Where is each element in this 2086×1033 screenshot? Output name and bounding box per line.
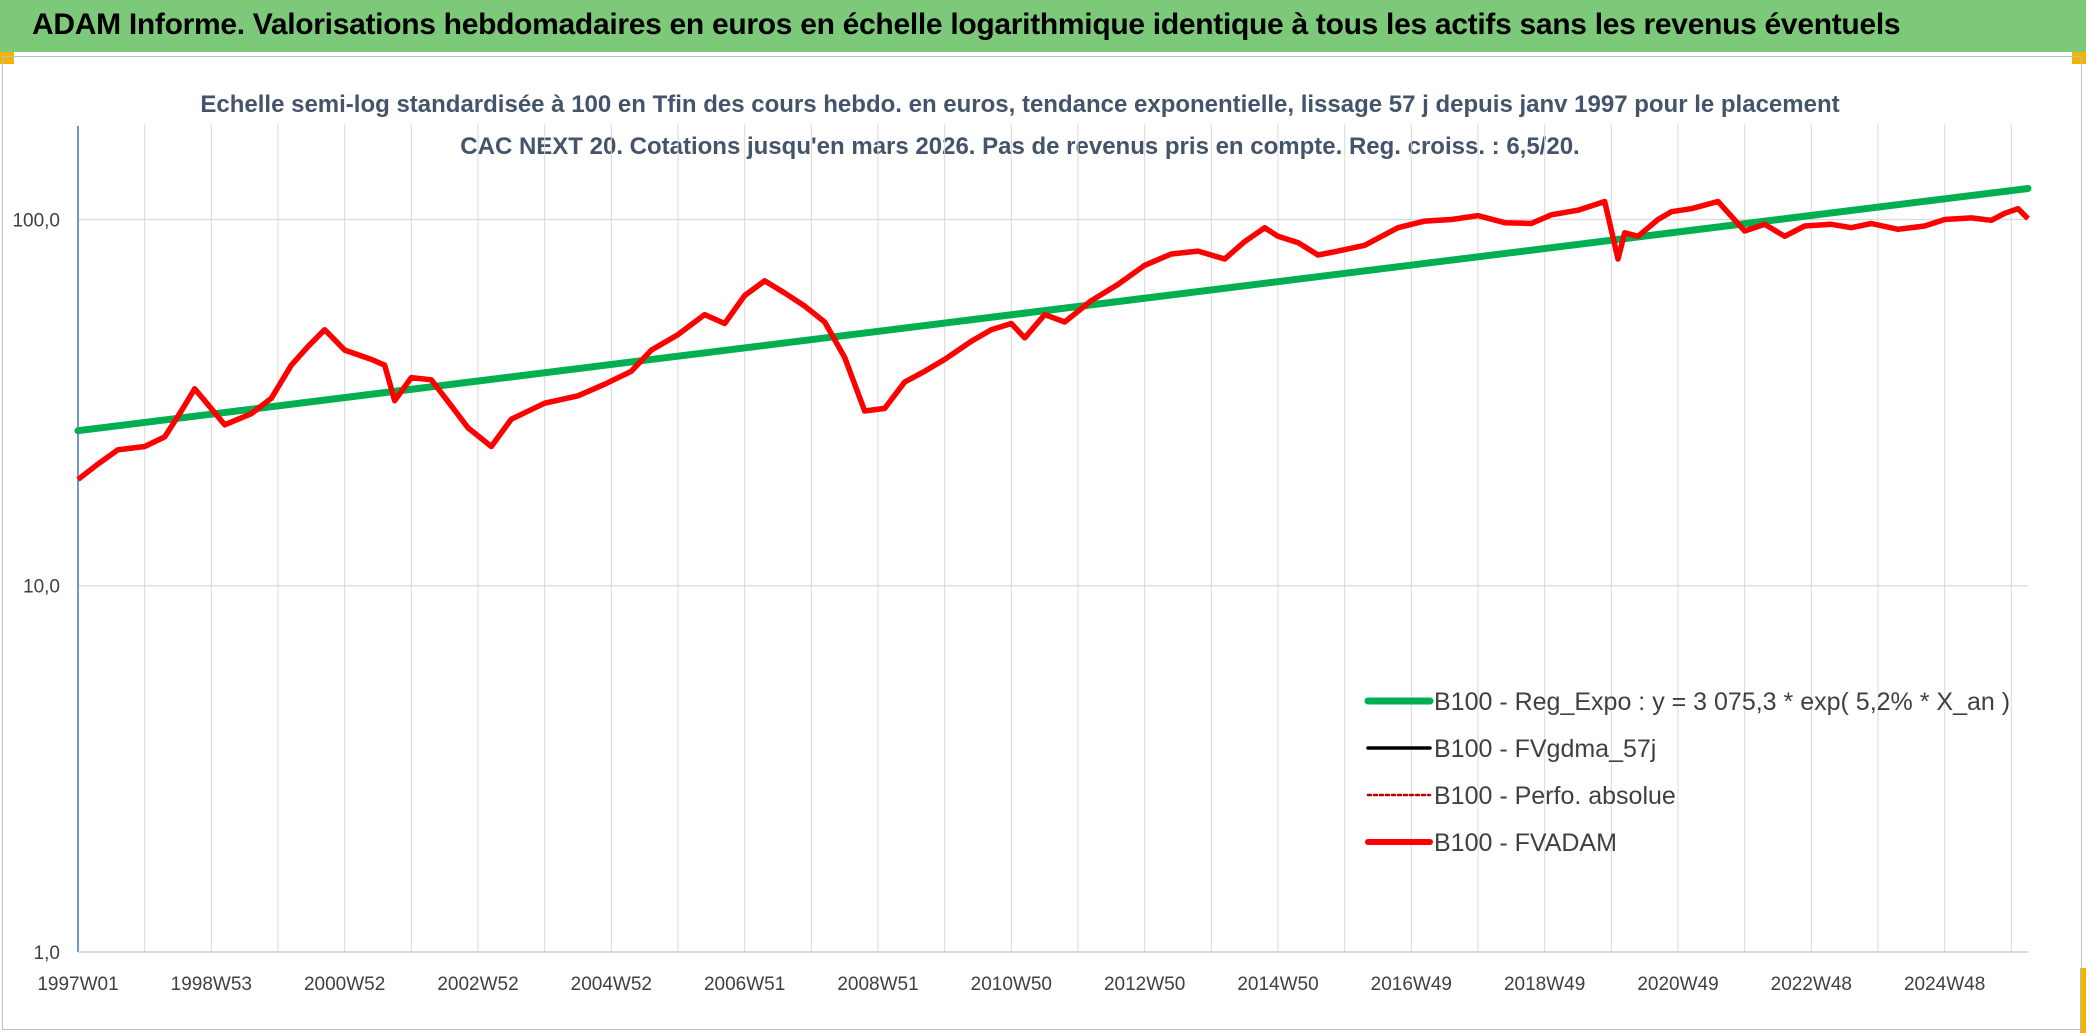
legend-label: B100 - FVgdma_57j: [1434, 735, 1656, 763]
x-tick-label: 2014W50: [1237, 974, 1318, 995]
x-tick-label: 2002W52: [437, 974, 518, 995]
legend-label: B100 - FVADAM: [1434, 829, 1617, 857]
report-title: ADAM Informe. Valorisations hebdomadaire…: [32, 8, 1901, 41]
y-axis-labels: 1,0 10,0 100,0: [12, 210, 60, 964]
x-tick-label: 2016W49: [1371, 974, 1452, 995]
x-tick-label: 2022W48: [1771, 974, 1852, 995]
y-tick-label: 10,0: [23, 577, 60, 598]
x-tick-label: 2008W51: [837, 974, 918, 995]
x-tick-label: 2004W52: [571, 974, 652, 995]
chart-series: [74, 185, 2032, 482]
grid-lines: [78, 124, 2028, 953]
x-tick-label: 2000W52: [304, 974, 385, 995]
x-tick-label: 1997W01: [37, 974, 118, 995]
x-tick-label: 1998W53: [171, 974, 252, 995]
legend-label: B100 - Perfo. absolue: [1434, 782, 1676, 810]
corner-accent-right: [2072, 52, 2086, 64]
corner-accent-bottom-right: [2080, 968, 2086, 1033]
x-tick-label: 2012W50: [1104, 974, 1185, 995]
x-tick-label: 2020W49: [1637, 974, 1718, 995]
x-tick-label: 2024W48: [1904, 974, 1985, 995]
x-tick-label: 2010W50: [971, 974, 1052, 995]
chart-frame: [2, 56, 2082, 1030]
x-axis-labels: 1997W01 1998W53 2000W52 2002W52 2004W52 2006W…: [37, 974, 1985, 995]
y-tick-label: 100,0: [12, 210, 60, 231]
y-tick-label: 1,0: [34, 943, 60, 964]
chart-axes: [77, 126, 2028, 953]
chart-legend: B100 - Reg_Expo : y = 3 075,3 * exp( 5,2…: [1364, 688, 2010, 857]
fvadam-line: [76, 198, 2030, 482]
corner-accent-left: [0, 52, 14, 64]
x-tick-label: 2006W51: [704, 974, 785, 995]
report-header: ADAM Informe. Valorisations hebdomadaire…: [0, 0, 2086, 52]
legend-label: B100 - Reg_Expo : y = 3 075,3 * exp( 5,2…: [1434, 688, 2010, 716]
x-tick-label: 2018W49: [1504, 974, 1585, 995]
chart-title: Echelle semi-log standardisée à 100 en T…: [200, 91, 1840, 160]
